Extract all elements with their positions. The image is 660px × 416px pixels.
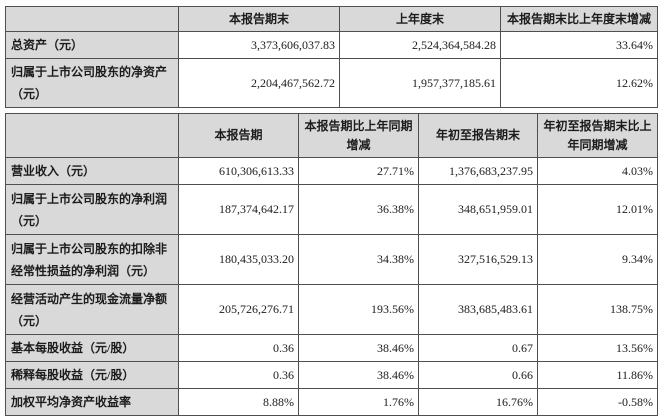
row-label-net-assets: 归属于上市公司股东的净资产（元）	[5, 58, 179, 108]
value-cell: 205,726,276.71	[178, 284, 299, 335]
row-label-total-assets: 总资产（元）	[5, 31, 179, 59]
corner-cell	[5, 113, 179, 158]
column-header-change-vs-same-period: 本报告期比上年同期增减	[298, 113, 419, 158]
value-cell: 1.76%	[298, 388, 419, 416]
value-cell: 8.88%	[178, 388, 299, 416]
value-cell: 38.46%	[298, 334, 419, 362]
value-cell: 187,374,642.17	[178, 184, 299, 235]
table-row: 归属于上市公司股东的净利润（元） 187,374,642.17 36.38% 3…	[5, 184, 658, 235]
column-header-year-to-date: 年初至报告期末	[418, 113, 538, 158]
value-cell: 9.34%	[537, 234, 658, 285]
value-cell: 0.36	[178, 361, 299, 389]
table-row: 稀释每股收益（元/股） 0.36 38.46% 0.66 11.86%	[5, 361, 658, 389]
value-cell: -0.58%	[537, 388, 658, 416]
table-row: 营业收入（元） 610,306,613.33 27.71% 1,376,683,…	[5, 157, 658, 185]
value-cell: 383,685,483.61	[418, 284, 538, 335]
value-cell: 0.36	[178, 334, 299, 362]
value-cell: 2,204,467,562.72	[178, 58, 340, 108]
value-cell: 610,306,613.33	[178, 157, 299, 185]
table-header-row: 本报告期 本报告期比上年同期增减 年初至报告期末 年初至报告期末比上年同期增减	[5, 113, 658, 158]
table-row: 总资产（元） 3,373,606,037.83 2,524,364,584.28…	[5, 31, 658, 59]
row-label-net-profit: 归属于上市公司股东的净利润（元）	[5, 184, 179, 235]
column-header-ytd-change-vs-same-period: 年初至报告期末比上年同期增减	[537, 113, 658, 158]
row-label-net-profit-excl-non-recurring: 归属于上市公司股东的扣除非经常性损益的净利润（元）	[5, 234, 179, 285]
value-cell: 12.62%	[500, 58, 658, 108]
row-label-operating-cash-flow: 经营活动产生的现金流量净额（元）	[5, 284, 179, 335]
value-cell: 138.75%	[537, 284, 658, 335]
value-cell: 2,524,364,584.28	[339, 31, 501, 59]
value-cell: 27.71%	[298, 157, 419, 185]
value-cell: 11.86%	[537, 361, 658, 389]
row-label-basic-eps: 基本每股收益（元/股）	[5, 334, 179, 362]
value-cell: 4.03%	[537, 157, 658, 185]
value-cell: 0.66	[418, 361, 538, 389]
value-cell: 327,516,529.13	[418, 234, 538, 285]
value-cell: 34.38%	[298, 234, 419, 285]
value-cell: 33.64%	[500, 31, 658, 59]
column-header-prior-year-end: 上年度末	[339, 6, 501, 32]
value-cell: 12.01%	[537, 184, 658, 235]
value-cell: 36.38%	[298, 184, 419, 235]
value-cell: 1,376,683,237.95	[418, 157, 538, 185]
value-cell: 180,435,033.20	[178, 234, 299, 285]
table-row: 归属于上市公司股东的净资产（元） 2,204,467,562.72 1,957,…	[5, 58, 658, 108]
value-cell: 0.67	[418, 334, 538, 362]
table-row: 基本每股收益（元/股） 0.36 38.46% 0.67 13.56%	[5, 334, 658, 362]
value-cell: 13.56%	[537, 334, 658, 362]
table-row: 归属于上市公司股东的扣除非经常性损益的净利润（元） 180,435,033.20…	[5, 234, 658, 285]
value-cell: 348,651,959.01	[418, 184, 538, 235]
corner-cell	[5, 6, 179, 32]
value-cell: 16.76%	[418, 388, 538, 416]
row-label-operating-revenue: 营业收入（元）	[5, 157, 179, 185]
value-cell: 3,373,606,037.83	[178, 31, 340, 59]
period-end-summary-table: 本报告期末 上年度末 本报告期末比上年度末增减 总资产（元） 3,373,606…	[5, 6, 658, 108]
value-cell: 193.56%	[298, 284, 419, 335]
column-header-change-vs-prior-year-end: 本报告期末比上年度末增减	[500, 6, 658, 32]
table-row: 加权平均净资产收益率 8.88% 1.76% 16.76% -0.58%	[5, 388, 658, 416]
value-cell: 38.46%	[298, 361, 419, 389]
value-cell: 1,957,377,185.61	[339, 58, 501, 108]
column-header-current-period-end: 本报告期末	[178, 6, 340, 32]
row-label-weighted-avg-roe: 加权平均净资产收益率	[5, 388, 179, 416]
row-label-diluted-eps: 稀释每股收益（元/股）	[5, 361, 179, 389]
table-row: 经营活动产生的现金流量净额（元） 205,726,276.71 193.56% …	[5, 284, 658, 335]
reporting-period-summary-table: 本报告期 本报告期比上年同期增减 年初至报告期末 年初至报告期末比上年同期增减 …	[5, 113, 658, 416]
column-header-current-period: 本报告期	[178, 113, 299, 158]
table-header-row: 本报告期末 上年度末 本报告期末比上年度末增减	[5, 6, 658, 32]
